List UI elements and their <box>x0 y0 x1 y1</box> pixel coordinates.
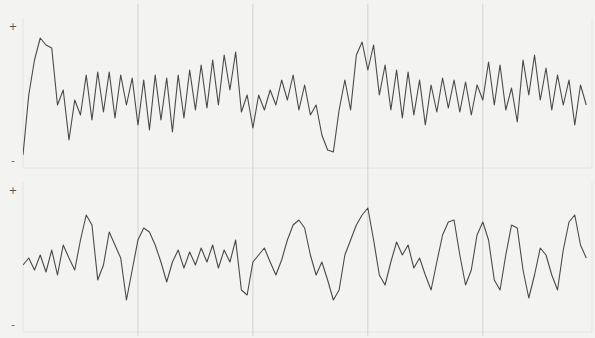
grid-line <box>367 174 368 336</box>
polarity-label: + <box>9 185 17 196</box>
grid-line <box>137 4 138 174</box>
eeg-trace <box>23 38 586 155</box>
grid-line <box>482 174 483 336</box>
eeg-chart: +-+- <box>0 0 595 338</box>
axis-line <box>592 182 593 332</box>
data-group <box>23 38 586 155</box>
axis-line <box>23 332 592 333</box>
grid-line <box>482 4 483 174</box>
grid-line <box>367 4 368 174</box>
eeg-trace <box>23 208 586 300</box>
grid-line <box>252 174 253 336</box>
trace-panel: +- <box>9 4 592 174</box>
axis-line <box>23 168 592 169</box>
polarity-label: - <box>11 155 15 166</box>
grid-line <box>252 4 253 174</box>
trace-panel: +- <box>9 174 592 336</box>
polarity-label: - <box>11 319 15 330</box>
data-group <box>23 208 586 300</box>
axis-line <box>23 182 24 332</box>
polarity-label: + <box>9 21 17 32</box>
axis-line <box>592 18 593 168</box>
paper-background <box>0 0 595 338</box>
axis-line <box>23 18 24 168</box>
grid-line <box>137 174 138 336</box>
